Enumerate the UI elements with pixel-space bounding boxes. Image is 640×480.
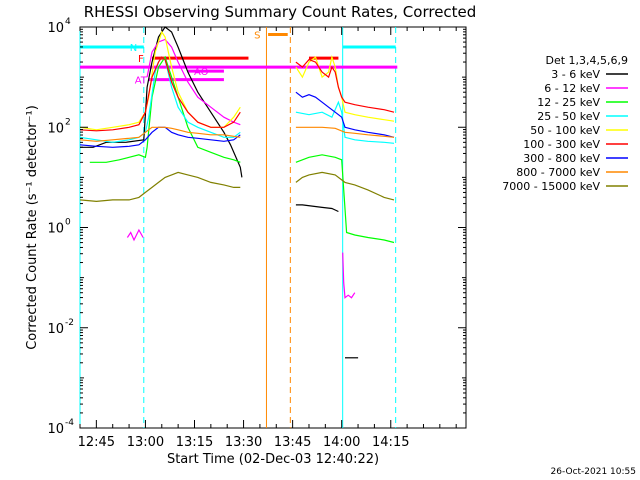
x-tick-label: 14:15 — [372, 435, 409, 450]
x-tick-label: 14:00 — [323, 435, 360, 450]
flag-label: AT — [135, 76, 148, 87]
y-tick-label: 10 — [47, 21, 64, 36]
y-tick-exponent: -4 — [65, 418, 74, 428]
series-line — [79, 126, 241, 142]
flag-label: N — [130, 43, 137, 54]
legend-label: 3 - 6 keV — [551, 68, 600, 81]
legend-label: 100 - 300 keV — [523, 138, 600, 151]
series-line — [79, 171, 241, 203]
flag-bars: N S F AT AO — [80, 31, 398, 87]
legend-label: 12 - 25 keV — [537, 96, 600, 109]
x-axis-label: Start Time (02-Dec-03 12:40:22) — [167, 452, 379, 467]
series-line — [295, 171, 395, 201]
x-tick-label: 13:30 — [225, 435, 262, 450]
series-line — [295, 100, 395, 144]
y-axis-label: Corrected Count Rate (s⁻¹ detector⁻¹) — [25, 105, 40, 350]
vertical-markers — [79, 27, 397, 428]
series-line — [295, 204, 339, 213]
legend-label: 25 - 50 keV — [537, 110, 600, 123]
series-line — [295, 154, 395, 244]
y-tick-label: 10 — [47, 422, 64, 437]
flag-label: AO — [194, 67, 209, 78]
series-layer — [79, 26, 395, 359]
legend-label: 7000 - 15000 keV — [502, 180, 600, 193]
flag-label: S — [254, 31, 260, 42]
x-axis: 12:45 13:00 13:15 13:30 13:45 14:00 14:15 — [78, 27, 457, 450]
y-tick-exponent: 0 — [65, 218, 71, 228]
x-tick-label: 12:45 — [78, 435, 115, 450]
series-line — [295, 91, 395, 138]
x-tick-label: 13:45 — [274, 435, 311, 450]
legend-label: 800 - 7000 keV — [516, 166, 600, 179]
x-tick-label: 13:00 — [127, 435, 164, 450]
series-line — [79, 56, 241, 132]
y-tick-exponent: 4 — [65, 17, 71, 27]
series-line — [342, 252, 356, 299]
y-tick-exponent: 2 — [65, 117, 71, 127]
series-line — [295, 58, 395, 113]
legend-label: 50 - 100 keV — [530, 124, 600, 137]
legend-header: Det 1,3,4,5,6,9 — [545, 54, 628, 67]
y-tick-label: 10 — [47, 222, 64, 237]
y-tick-exponent: -2 — [65, 318, 74, 328]
series-line — [89, 55, 241, 163]
chart-title: RHESSI Observing Summary Count Rates, Co… — [84, 3, 477, 21]
footer-timestamp: 26-Oct-2021 10:55 — [551, 467, 636, 477]
flag-label: F — [138, 54, 144, 65]
legend-label: 6 - 12 keV — [544, 82, 600, 95]
series-line — [126, 228, 144, 242]
legend-label: 300 - 800 keV — [523, 152, 600, 165]
series-line — [295, 126, 395, 138]
y-tick-label: 10 — [47, 322, 64, 337]
y-tick-label: 10 — [47, 121, 64, 136]
x-tick-label: 13:15 — [176, 435, 213, 450]
